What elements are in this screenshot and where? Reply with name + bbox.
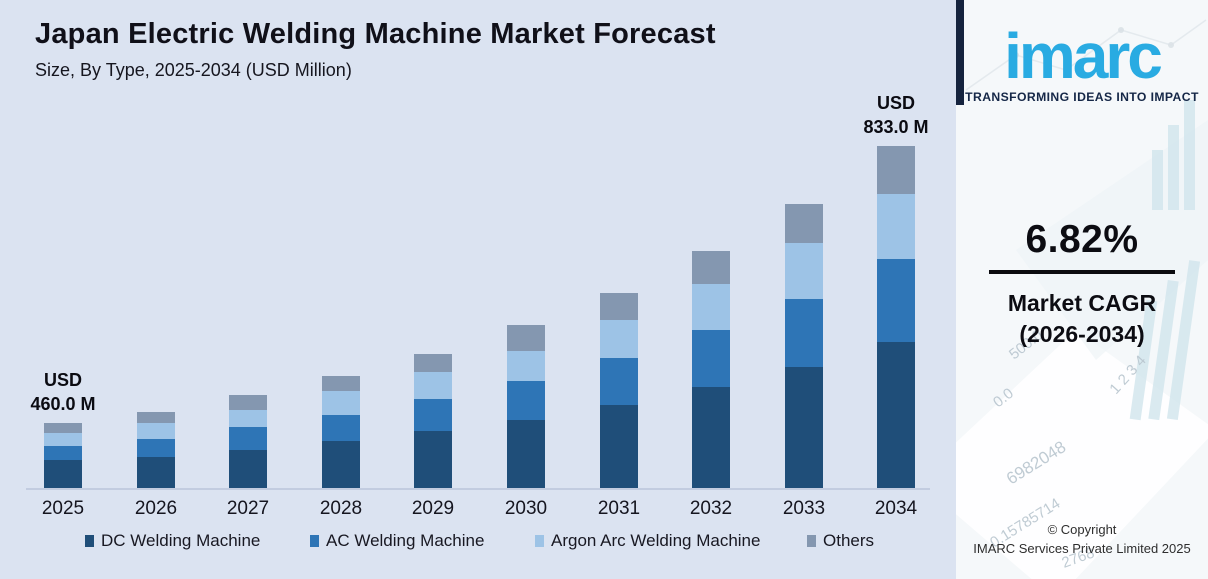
cagr-block: 6.82% Market CAGR (2026-2034)	[956, 218, 1208, 350]
segment-2030-others	[507, 325, 545, 351]
brand-panel: 500.0 0.0 1 2 3 4 6982048 0.15785714 276…	[956, 0, 1208, 579]
copyright-line1: © Copyright	[1047, 522, 1117, 537]
segment-2026-others	[137, 412, 175, 423]
segment-2030-ac-welding-machine	[507, 381, 545, 420]
svg-text:0.0: 0.0	[990, 385, 1017, 411]
total-label-2025: USD 460.0 M	[30, 370, 96, 414]
cagr-underline	[989, 270, 1175, 274]
segment-2032-dc-welding-machine	[692, 387, 730, 488]
segment-2025-dc-welding-machine	[44, 460, 82, 488]
x-tick-2033: 2033	[782, 498, 826, 519]
segment-2025-ac-welding-machine	[44, 446, 82, 460]
segment-2033-argon-arc-welding-machine	[785, 243, 823, 299]
legend-swatch-icon	[535, 535, 544, 547]
bar-chart: 2025 2026 2027 2028 2029 2030 2031 2032 2033 2034…	[26, 93, 930, 519]
imarc-tagline: TRANSFORMING IDEAS INTO IMPACT	[965, 90, 1199, 104]
segment-2034-dc-welding-machine	[877, 342, 915, 488]
x-tick-2029: 2029	[411, 498, 455, 519]
segment-2033-dc-welding-machine	[785, 367, 823, 488]
segment-2025-argon-arc-welding-machine	[44, 433, 82, 446]
segment-2032-others	[692, 251, 730, 284]
x-tick-2025: 2025	[41, 498, 85, 519]
bar-2034	[877, 146, 915, 488]
svg-text:1 2 3 4: 1 2 3 4	[1106, 352, 1149, 397]
svg-text:6982048: 6982048	[1003, 437, 1069, 488]
x-axis-line	[26, 488, 930, 490]
segment-2032-ac-welding-machine	[692, 330, 730, 387]
segment-2034-argon-arc-welding-machine	[877, 194, 915, 259]
bar-2031	[600, 293, 638, 488]
segment-2031-ac-welding-machine	[600, 358, 638, 405]
legend-label: Argon Arc Welding Machine	[551, 531, 761, 550]
cagr-label-line2: (2026-2034)	[1019, 321, 1145, 347]
segment-2028-argon-arc-welding-machine	[322, 391, 360, 415]
bar-2025	[44, 423, 82, 488]
imarc-logo-text: imarc	[1004, 20, 1163, 92]
legend-label: Others	[823, 531, 875, 550]
legend-item-ac-welding-machine: AC Welding Machine	[310, 531, 484, 551]
bar-2026	[137, 412, 175, 488]
x-tick-2030: 2030	[504, 498, 548, 519]
bar-2030	[507, 325, 545, 488]
segment-2034-others	[877, 146, 915, 194]
segment-2033-ac-welding-machine	[785, 299, 823, 367]
segment-2034-ac-welding-machine	[877, 259, 915, 342]
legend-item-others: Others	[807, 531, 874, 551]
bar-2032	[692, 251, 730, 488]
legend-label: AC Welding Machine	[326, 531, 485, 550]
segment-2029-others	[414, 354, 452, 372]
cagr-label: Market CAGR (2026-2034)	[956, 288, 1208, 350]
segment-2031-argon-arc-welding-machine	[600, 320, 638, 358]
x-tick-2031: 2031	[597, 498, 641, 519]
chart-legend: DC Welding Machine AC Welding Machine Argo…	[0, 531, 956, 555]
legend-item-dc-welding-machine: DC Welding Machine	[85, 531, 260, 551]
segment-2029-ac-welding-machine	[414, 399, 452, 431]
chart-panel: Japan Electric Welding Machine Market Fo…	[0, 0, 956, 579]
legend-label: DC Welding Machine	[101, 531, 261, 550]
legend-swatch-icon	[310, 535, 319, 547]
legend-swatch-icon	[85, 535, 94, 547]
segment-2031-others	[600, 293, 638, 320]
x-tick-2027: 2027	[226, 498, 270, 519]
cagr-label-line1: Market CAGR	[1007, 290, 1157, 316]
bar-2028	[322, 376, 360, 488]
segment-2027-dc-welding-machine	[229, 450, 267, 488]
segment-2030-dc-welding-machine	[507, 420, 545, 488]
segment-2025-others	[44, 423, 82, 433]
segment-2032-argon-arc-welding-machine	[692, 284, 730, 330]
x-tick-2028: 2028	[319, 498, 363, 519]
page-subtitle: Size, By Type, 2025-2034 (USD Million)	[35, 60, 352, 80]
segment-2027-others	[229, 395, 267, 410]
segment-2029-dc-welding-machine	[414, 431, 452, 488]
x-tick-2034: 2034	[874, 498, 918, 519]
cagr-value: 6.82%	[1025, 218, 1139, 261]
segment-2030-argon-arc-welding-machine	[507, 351, 545, 381]
bar-2027	[229, 395, 267, 488]
x-tick-2032: 2032	[689, 498, 733, 519]
segment-2027-ac-welding-machine	[229, 427, 267, 450]
segment-2028-others	[322, 376, 360, 391]
page-title: Japan Electric Welding Machine Market Fo…	[35, 18, 716, 50]
total-label-2034: USD 833.0 M	[863, 93, 929, 137]
imarc-logo: imarc TRANSFORMING IDEAS INTO IMPACT	[956, 24, 1208, 104]
copyright: © Copyright IMARC Services Private Limit…	[956, 520, 1208, 558]
segment-2033-others	[785, 204, 823, 243]
legend-swatch-icon	[807, 535, 816, 547]
segment-2026-dc-welding-machine	[137, 457, 175, 488]
segment-2031-dc-welding-machine	[600, 405, 638, 488]
segment-2027-argon-arc-welding-machine	[229, 410, 267, 427]
bar-2033	[785, 204, 823, 488]
copyright-line2: IMARC Services Private Limited 2025	[973, 541, 1191, 556]
segment-2028-dc-welding-machine	[322, 441, 360, 488]
chart-header: Japan Electric Welding Machine Market Fo…	[35, 18, 716, 81]
segment-2028-ac-welding-machine	[322, 415, 360, 441]
bar-2029	[414, 354, 452, 488]
brand-accent-bar	[956, 0, 964, 105]
x-tick-2026: 2026	[134, 498, 178, 519]
segment-2026-argon-arc-welding-machine	[137, 423, 175, 439]
segment-2029-argon-arc-welding-machine	[414, 372, 452, 399]
legend-item-argon-arc-welding-machine: Argon Arc Welding Machine	[535, 531, 760, 551]
segment-2026-ac-welding-machine	[137, 439, 175, 457]
